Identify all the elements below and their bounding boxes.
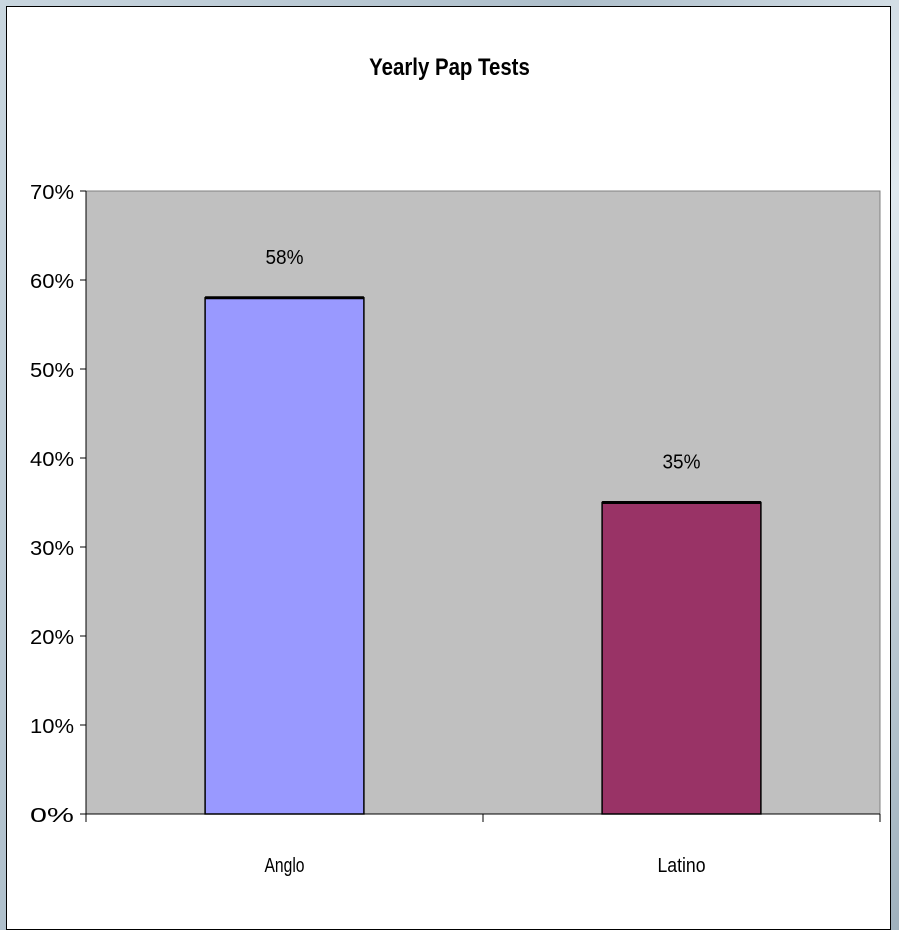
data-label: 58% [266,247,304,269]
y-tick-label: 60% [30,271,74,293]
y-tick-label: 0% [30,805,74,827]
y-tick-label: 50% [30,360,74,382]
bar [204,297,365,815]
x-tick-label: Latino [658,855,706,877]
chart-title: Yearly Pap Tests [369,54,530,81]
y-tick-label: 40% [30,449,74,471]
bar [601,501,762,815]
y-tick-label: 70% [30,182,74,204]
data-label: 35% [663,452,701,474]
x-tick-label: Anglo [265,855,305,877]
y-tick-label: 30% [30,538,74,560]
y-tick-label: 10% [30,716,74,738]
y-tick-label: 20% [30,627,74,649]
